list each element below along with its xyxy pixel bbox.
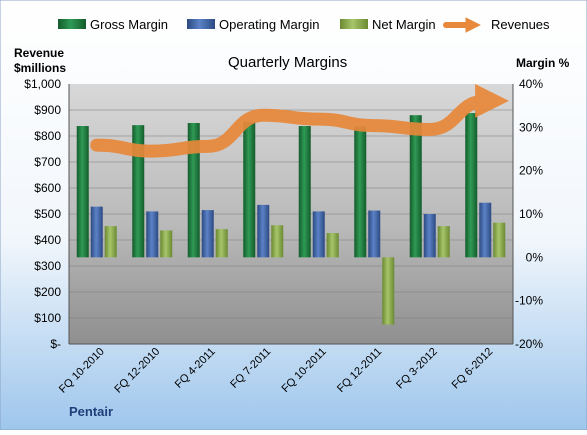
left-tick-label: $700	[34, 155, 61, 169]
revenue-point	[262, 114, 264, 116]
revenue-point	[484, 100, 486, 102]
right-tick-label: -20%	[515, 337, 543, 351]
bar-operating-margin	[146, 211, 159, 258]
bar-operating-margin	[479, 202, 492, 258]
left-tick-label: $400	[34, 233, 61, 247]
bar-net-margin	[104, 226, 117, 258]
left-tick-label: $500	[34, 207, 61, 221]
bar-gross-margin	[409, 115, 422, 258]
bar-operating-margin	[423, 214, 436, 258]
left-tick-label: $900	[34, 103, 61, 117]
bar-operating-margin	[312, 211, 325, 258]
right-tick-label: 40%	[519, 77, 543, 91]
left-tick-label: $600	[34, 181, 61, 195]
right-tick-label: 10%	[519, 207, 543, 221]
revenue-line-layer	[90, 84, 509, 158]
company-label: Pentair	[69, 404, 113, 419]
legend-swatch-operating	[187, 19, 215, 29]
bar-net-margin	[271, 225, 284, 258]
left-axis-label-line1: Revenue	[14, 46, 64, 60]
bar-gross-margin	[243, 122, 256, 258]
left-tick-label: $-	[50, 337, 61, 351]
bar-gross-margin	[187, 123, 200, 258]
bar-net-margin	[437, 226, 450, 258]
left-tick-label: $300	[34, 259, 61, 273]
bars	[76, 113, 506, 325]
revenue-point	[373, 125, 375, 127]
legend-label-revenues: Revenues	[491, 17, 550, 32]
bar-gross-margin	[298, 126, 311, 258]
right-tick-label: -10%	[515, 294, 543, 308]
bar-operating-margin	[368, 210, 381, 258]
left-tick-label: $200	[34, 285, 61, 299]
bar-gross-margin	[76, 126, 89, 258]
left-tick-label: $100	[34, 311, 61, 325]
bar-net-margin	[160, 230, 173, 258]
revenue-point	[429, 129, 431, 130]
bar-net-margin	[326, 233, 339, 258]
legend-label-net: Net Margin	[372, 17, 436, 32]
bar-operating-margin	[201, 210, 214, 258]
right-tick-label: 0%	[526, 250, 544, 264]
bar-gross-margin	[132, 125, 145, 258]
bar-net-margin	[493, 222, 506, 258]
left-axis-label-line2: $millions	[14, 61, 66, 75]
bar-operating-margin	[257, 204, 270, 258]
right-tick-label: 20%	[519, 164, 543, 178]
legend: Gross Margin Operating Margin Net Margin…	[58, 17, 550, 33]
revenue-point	[207, 145, 209, 147]
legend-label-gross: Gross Margin	[90, 17, 168, 32]
revenue-point	[96, 144, 98, 146]
bar-net-margin	[215, 229, 228, 258]
legend-swatch-net	[340, 19, 368, 29]
chart-title: Quarterly Margins	[228, 54, 347, 71]
revenue-point	[318, 118, 320, 120]
left-tick-label: $1,000	[24, 77, 61, 91]
bar-gross-margin	[354, 126, 367, 258]
revenue-point	[151, 150, 153, 152]
left-tick-label: $800	[34, 129, 61, 143]
legend-label-operating: Operating Margin	[219, 17, 319, 32]
bar-gross-margin	[465, 113, 478, 258]
right-tick-label: 30%	[519, 120, 543, 134]
bar-operating-margin	[90, 206, 103, 258]
legend-swatch-gross	[58, 19, 86, 29]
right-axis-label: Margin %	[516, 56, 570, 70]
bar-net-margin	[382, 257, 395, 325]
